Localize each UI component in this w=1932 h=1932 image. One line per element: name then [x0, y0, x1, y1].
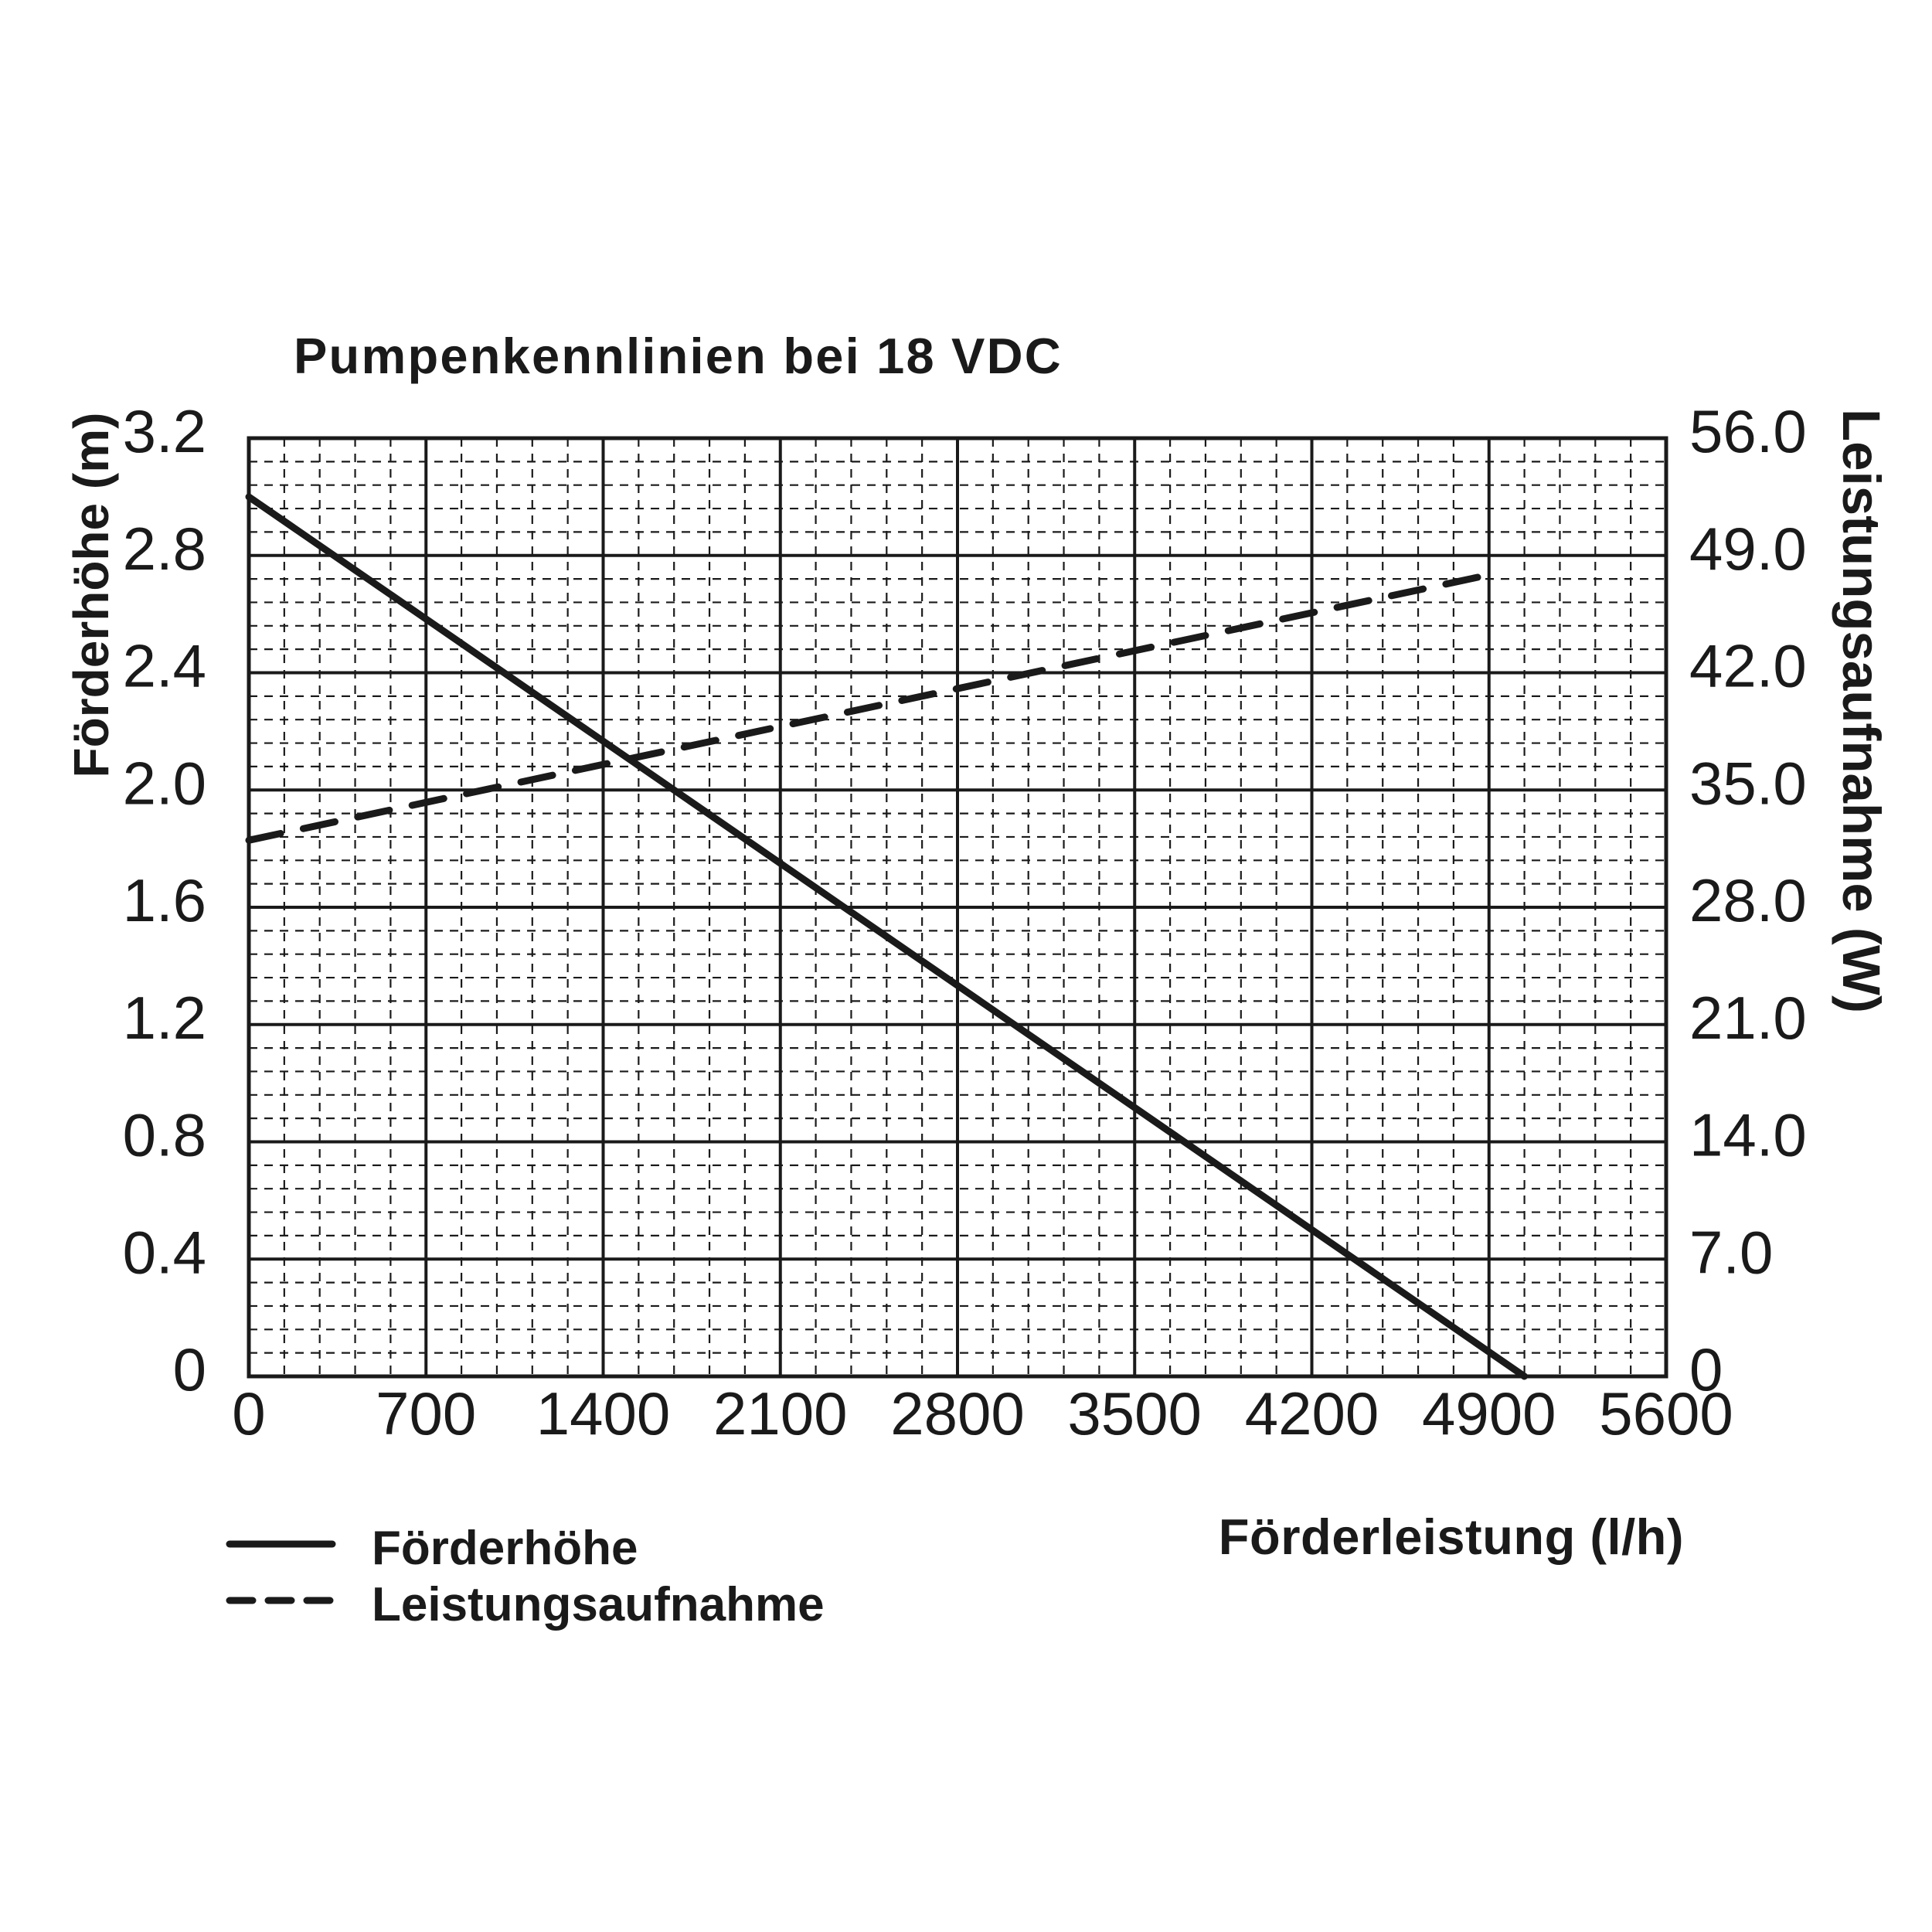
- svg-text:14.0: 14.0: [1689, 1101, 1807, 1169]
- svg-text:2100: 2100: [713, 1379, 848, 1447]
- svg-text:Förderhöhe (m): Förderhöhe (m): [63, 413, 119, 778]
- svg-text:Förderhöhe: Förderhöhe: [372, 1522, 638, 1575]
- svg-text:3.2: 3.2: [123, 397, 206, 465]
- svg-text:Leistungsaufnahme: Leistungsaufnahme: [372, 1578, 825, 1631]
- svg-text:21.0: 21.0: [1689, 984, 1807, 1052]
- svg-text:2.4: 2.4: [123, 632, 206, 700]
- svg-text:2.0: 2.0: [123, 749, 206, 817]
- svg-text:1400: 1400: [536, 1379, 671, 1447]
- svg-text:Leistungsaufnahme (W): Leistungsaufnahme (W): [1832, 409, 1891, 1013]
- svg-text:56.0: 56.0: [1689, 397, 1807, 465]
- svg-text:Förderleistung (l/h): Förderleistung (l/h): [1219, 1509, 1684, 1565]
- svg-text:Pumpenkennlinien bei 18 VDC: Pumpenkennlinien bei 18 VDC: [294, 328, 1063, 384]
- svg-text:28.0: 28.0: [1689, 866, 1807, 934]
- svg-text:0: 0: [232, 1379, 265, 1447]
- svg-text:0: 0: [173, 1335, 206, 1403]
- svg-text:0.8: 0.8: [123, 1101, 206, 1169]
- svg-text:35.0: 35.0: [1689, 749, 1807, 817]
- svg-text:700: 700: [376, 1379, 476, 1447]
- svg-text:1.6: 1.6: [123, 866, 206, 934]
- svg-text:0.4: 0.4: [123, 1218, 206, 1286]
- svg-text:2800: 2800: [890, 1379, 1025, 1447]
- svg-text:0: 0: [1689, 1335, 1723, 1403]
- svg-text:42.0: 42.0: [1689, 632, 1807, 700]
- svg-text:4900: 4900: [1422, 1379, 1556, 1447]
- svg-text:3500: 3500: [1067, 1379, 1202, 1447]
- svg-text:7.0: 7.0: [1689, 1218, 1773, 1286]
- svg-text:1.2: 1.2: [123, 984, 206, 1052]
- svg-text:4200: 4200: [1245, 1379, 1379, 1447]
- svg-text:49.0: 49.0: [1689, 515, 1807, 583]
- svg-text:2.8: 2.8: [123, 515, 206, 583]
